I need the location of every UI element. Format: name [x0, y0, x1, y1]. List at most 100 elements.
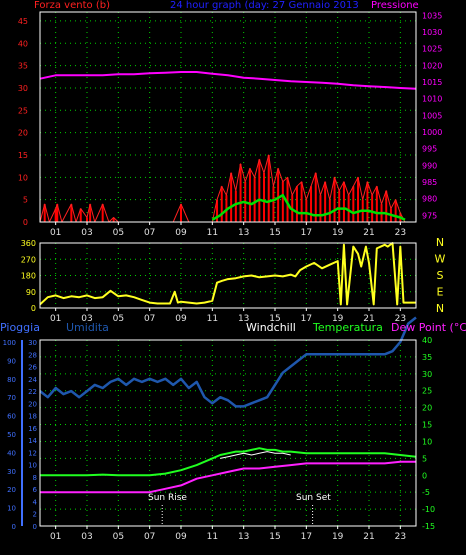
p2-ylabel-180: 180	[21, 272, 36, 281]
rain-label-50: 50	[7, 431, 16, 439]
rain-label-90: 90	[7, 357, 16, 365]
compass-N-4: N	[436, 302, 444, 315]
pressure-title: Pressione	[371, 0, 419, 11]
rain-label-70: 70	[7, 394, 16, 402]
p1-xlabel-01: 01	[50, 228, 61, 238]
temp-label--5: -5	[422, 488, 430, 497]
p3-xlabel-05: 05	[113, 532, 124, 542]
p2-xlabel-09: 09	[175, 314, 187, 324]
windchill-line	[220, 451, 291, 459]
p2-xlabel-15: 15	[269, 314, 280, 324]
p1-xlabel-17: 17	[301, 228, 312, 238]
humidity-label-30: 30	[28, 339, 37, 347]
p1-rlabel-985: 985	[422, 178, 437, 187]
p1-rlabel-1030: 1030	[422, 28, 442, 37]
compass-S-2: S	[437, 269, 444, 282]
rain-label-20: 20	[7, 486, 16, 494]
p1-ylabel-25: 25	[18, 106, 28, 115]
humidity-label-4: 4	[33, 498, 38, 506]
humidity-label-6: 6	[33, 486, 38, 494]
p3-xlabel-03: 03	[81, 532, 92, 542]
p2-xlabel-03: 03	[81, 314, 92, 324]
temp-label-40: 40	[422, 336, 432, 345]
p2-ylabel-270: 270	[21, 255, 36, 264]
p1-xlabel-05: 05	[113, 228, 124, 238]
humidity-title: Umidita	[66, 321, 109, 334]
p1-rlabel-1000: 1000	[422, 128, 442, 137]
p2-ylabel-0: 0	[31, 304, 36, 313]
p1-xlabel-15: 15	[269, 228, 280, 238]
p2-xlabel-19: 19	[332, 314, 344, 324]
p3-xlabel-13: 13	[238, 532, 249, 542]
rain-label-100: 100	[3, 339, 16, 347]
p1-rlabel-1020: 1020	[422, 61, 442, 70]
humidity-label-12: 12	[28, 449, 37, 457]
p1-ylabel-30: 30	[18, 84, 28, 93]
sunrise-label: Sun Rise	[148, 493, 187, 503]
chart-date-title: 24 hour graph (day: 27 Gennaio 2013	[170, 0, 359, 11]
rain-label-0: 0	[12, 523, 16, 531]
p3-xlabel-11: 11	[207, 532, 218, 542]
compass-E-3: E	[437, 286, 444, 299]
temp-label-5: 5	[422, 454, 427, 463]
p1-xlabel-03: 03	[81, 228, 92, 238]
temp-label-10: 10	[422, 437, 432, 446]
p2-xlabel-05: 05	[113, 314, 124, 324]
temp-label-20: 20	[422, 404, 432, 413]
p1-rlabel-995: 995	[422, 145, 437, 154]
p3-xlabel-17: 17	[301, 532, 312, 542]
rain-label-60: 60	[7, 413, 16, 421]
p2-xlabel-11: 11	[207, 314, 218, 324]
humidity-label-14: 14	[28, 437, 37, 445]
humidity-label-18: 18	[28, 413, 37, 421]
p1-xlabel-09: 09	[175, 228, 187, 238]
p3-xlabel-21: 21	[363, 532, 374, 542]
p1-rlabel-975: 975	[422, 211, 437, 220]
rain-label-10: 10	[7, 505, 16, 513]
p1-ylabel-15: 15	[18, 151, 28, 160]
humidity-label-20: 20	[28, 400, 37, 408]
p2-xlabel-23: 23	[395, 314, 406, 324]
dewpoint-line	[40, 460, 416, 494]
p1-ylabel-5: 5	[23, 196, 28, 205]
humidity-label-2: 2	[33, 511, 37, 519]
windchill-title: Windchill	[246, 321, 296, 334]
p1-xlabel-19: 19	[332, 228, 344, 238]
humidity-temperature-panel: 0102030405060708090100024681012141618202…	[3, 316, 435, 542]
p1-frame	[39, 11, 417, 223]
wind-direction-line	[39, 242, 416, 306]
p1-rlabel-1025: 1025	[422, 45, 442, 54]
p3-frame	[39, 339, 417, 527]
compass-N-0: N	[436, 236, 444, 249]
humidity-label-16: 16	[28, 425, 37, 433]
p2-xlabel-07: 07	[144, 314, 155, 324]
temp-label-0: 0	[422, 471, 427, 480]
p1-rlabel-1010: 1010	[422, 95, 442, 104]
temp-label-35: 35	[422, 353, 432, 362]
pressure-line	[39, 71, 417, 90]
p2-frame	[39, 242, 417, 309]
p1-rlabel-1035: 1035	[422, 11, 442, 20]
compass-W-1: W	[435, 253, 446, 266]
humidity-label-26: 26	[28, 364, 37, 372]
p3-xlabel-07: 07	[144, 532, 155, 542]
dewpoint-title: Dew Point (°C)	[391, 321, 466, 334]
p1-ylabel-0: 0	[23, 218, 28, 227]
temperature-title: Temperatura	[313, 321, 383, 334]
humidity-label-0: 0	[33, 523, 37, 531]
p2-ylabel-90: 90	[26, 288, 36, 297]
p2-xlabel-01: 01	[50, 314, 61, 324]
sunset-label: Sun Set	[296, 493, 331, 503]
p1-xlabel-23: 23	[395, 228, 406, 238]
p1-rlabel-1005: 1005	[422, 111, 442, 120]
p2-xlabel-13: 13	[238, 314, 249, 324]
temp-label--15: -15	[422, 522, 435, 531]
rain-label-40: 40	[7, 449, 16, 457]
rain-title: Pioggia	[0, 321, 40, 334]
wind-gust-line	[39, 154, 406, 223]
p3-xlabel-09: 09	[175, 532, 187, 542]
p2-ylabel-360: 360	[21, 239, 36, 248]
rain-label-30: 30	[7, 468, 16, 476]
